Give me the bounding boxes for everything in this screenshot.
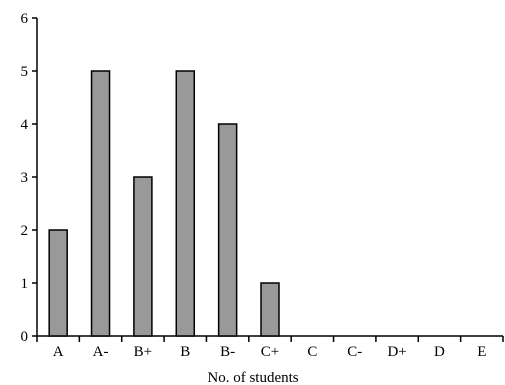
x-tick-label: B+ xyxy=(134,344,152,360)
y-axis: 0 1 2 3 4 5 6 xyxy=(21,11,38,345)
y-tick-label: 3 xyxy=(21,170,29,186)
y-tick-label: 0 xyxy=(21,329,29,345)
bar xyxy=(217,123,238,337)
y-tick-label: 6 xyxy=(21,11,29,27)
bar xyxy=(48,229,68,337)
x-tick-label: C- xyxy=(347,344,362,360)
bar xyxy=(175,70,196,337)
y-tick-label: 5 xyxy=(21,64,29,80)
bar xyxy=(90,70,111,337)
y-tick-label: 1 xyxy=(21,276,29,292)
x-tick-label: C xyxy=(307,344,317,360)
x-tick-label: B xyxy=(180,344,190,360)
x-tick-label: D xyxy=(434,344,445,360)
bar xyxy=(260,282,280,337)
bars xyxy=(48,70,280,337)
x-tick-label: C+ xyxy=(261,344,279,360)
x-tick-label: D+ xyxy=(387,344,406,360)
x-tick-label: A xyxy=(53,344,64,360)
y-tick-label: 2 xyxy=(21,223,29,239)
x-tick-label: A- xyxy=(93,344,109,360)
x-tick-label: B- xyxy=(220,344,235,360)
x-axis: A A- B+ B B- C+ C C- D+ D E xyxy=(36,335,504,360)
bar xyxy=(133,176,153,337)
x-axis-title: No. of students xyxy=(207,370,298,385)
y-tick-label: 4 xyxy=(21,117,29,133)
x-tick-label: E xyxy=(477,344,486,360)
